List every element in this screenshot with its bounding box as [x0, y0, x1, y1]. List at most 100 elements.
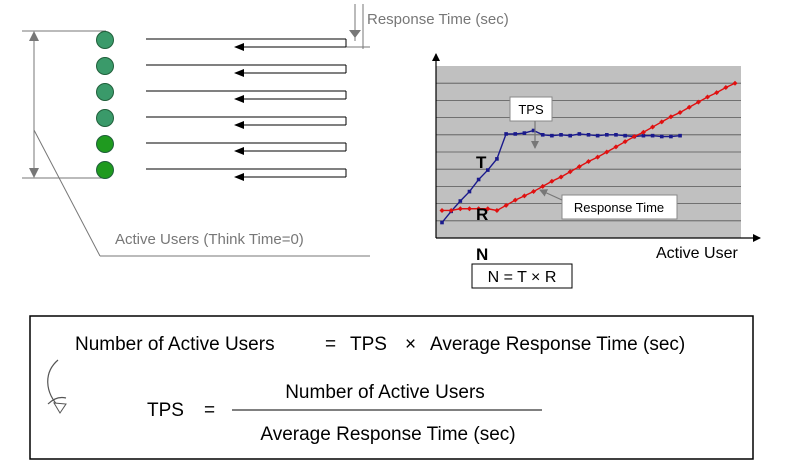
response-time-callout-text: Response Time — [574, 200, 664, 215]
response-time-data-point — [476, 206, 482, 212]
nt-r-formula: N = T × R — [488, 269, 557, 286]
formula-tps-label: TPS — [147, 400, 184, 421]
formula-panel: Number of Active Users = TPS × Average R… — [29, 315, 754, 460]
response-time-data-point — [668, 114, 674, 120]
active-users-panel: Active Users (Think Time=0) Response Tim… — [22, 4, 509, 257]
dimension-arrowhead-down — [29, 168, 39, 178]
response-time-data-point — [576, 164, 582, 170]
tps-data-point — [495, 157, 499, 161]
response-time-data-point — [448, 207, 454, 213]
transform-arrowhead — [53, 402, 67, 414]
tps-data-point — [669, 134, 673, 139]
tps-data-point — [559, 133, 563, 137]
series-layer — [439, 80, 738, 225]
user-circle — [96, 31, 114, 49]
response-time-data-point — [503, 202, 509, 208]
active-users-label: Active Users (Think Time=0) — [115, 231, 304, 248]
response-arrowhead — [234, 173, 244, 181]
response-time-data-point — [613, 144, 619, 150]
label-leader-diagonal — [33, 129, 101, 257]
response-time-data-point — [686, 104, 692, 110]
response-time-data-point — [640, 129, 646, 135]
user-row — [96, 31, 347, 51]
response-time-data-point — [494, 207, 500, 213]
tps-data-point — [440, 220, 444, 225]
tps-data-point — [467, 189, 472, 194]
tps-data-point — [614, 133, 618, 137]
response-time-data-point — [586, 158, 591, 164]
tps-data-point — [476, 177, 481, 182]
response-time-data-point — [485, 206, 491, 212]
tps-callout-box — [509, 96, 553, 122]
transform-arrow-inner — [47, 396, 67, 405]
tps-data-point — [586, 133, 591, 137]
response-arrowhead — [234, 147, 244, 155]
response-arrowhead — [234, 95, 244, 103]
tps-data-point — [678, 133, 682, 138]
response-time-data-point — [732, 80, 738, 86]
formula-rhs-avg: Average Response Time (sec) — [430, 334, 685, 355]
response-time-data-point — [695, 99, 701, 105]
response-time-data-point — [604, 149, 610, 155]
tps-data-point — [513, 132, 518, 136]
user-row — [96, 57, 347, 77]
response-time-data-point — [512, 197, 518, 203]
formula-rhs-tps: TPS — [350, 334, 387, 355]
user-circle — [96, 135, 114, 153]
tps-data-point — [577, 132, 582, 136]
user-circle — [96, 83, 114, 101]
tps-data-point — [540, 133, 545, 137]
tps-data-point — [550, 133, 554, 138]
tps-data-point — [659, 134, 664, 139]
user-circle — [96, 109, 114, 127]
tps-callout-text: TPS — [518, 102, 544, 117]
formula-times: × — [405, 334, 416, 355]
series-letter-t: T — [476, 153, 487, 172]
response-time-data-point — [650, 124, 656, 130]
tps-data-point — [522, 131, 527, 135]
response-time-callout-arrow — [539, 189, 563, 201]
tps-chart: Active User N T R TPS Response Time N = … — [432, 53, 761, 289]
tps-data-point — [485, 168, 490, 172]
formula-numerator: Number of Active Users — [285, 382, 485, 403]
response-time-data-point — [540, 183, 546, 189]
formula-eq2: = — [204, 400, 215, 421]
tps-data-point — [605, 133, 609, 137]
response-time-data-point — [439, 207, 445, 213]
tps-data-point — [458, 199, 463, 203]
user-row — [96, 83, 347, 103]
response-time-data-point — [677, 109, 683, 115]
user-circle — [96, 57, 114, 75]
response-time-data-point — [631, 134, 637, 140]
response-time-data-point — [659, 119, 665, 125]
response-time-data-point — [567, 169, 573, 175]
tps-data-point — [595, 133, 600, 138]
response-time-data-point — [521, 193, 527, 199]
user-row — [96, 161, 347, 181]
x-marker-n: N — [476, 245, 488, 264]
formula-denominator: Average Response Time (sec) — [260, 424, 515, 445]
tps-data-point — [568, 133, 572, 138]
response-arrowhead — [234, 69, 244, 77]
response-time-data-point — [558, 174, 564, 180]
formula-frame — [29, 315, 754, 460]
tps-data-point — [504, 132, 508, 136]
tps-data-point — [650, 133, 655, 138]
response-time-data-point — [466, 206, 472, 212]
response-time-data-point — [622, 139, 628, 145]
response-arrowhead — [234, 43, 244, 51]
response-arrowhead — [234, 121, 244, 129]
user-row — [96, 109, 347, 129]
response-time-callout-box — [561, 194, 678, 220]
series-letter-r: R — [476, 205, 488, 224]
nt-r-box — [471, 263, 573, 289]
response-time-arrowhead — [349, 30, 361, 38]
tps-data-point — [641, 133, 646, 138]
x-axis-label: Active User — [656, 245, 738, 262]
tps-data-point — [531, 128, 536, 133]
user-circle — [96, 161, 114, 179]
user-row — [96, 135, 347, 155]
response-time-data-point — [714, 90, 720, 96]
response-time-data-point — [549, 178, 555, 184]
